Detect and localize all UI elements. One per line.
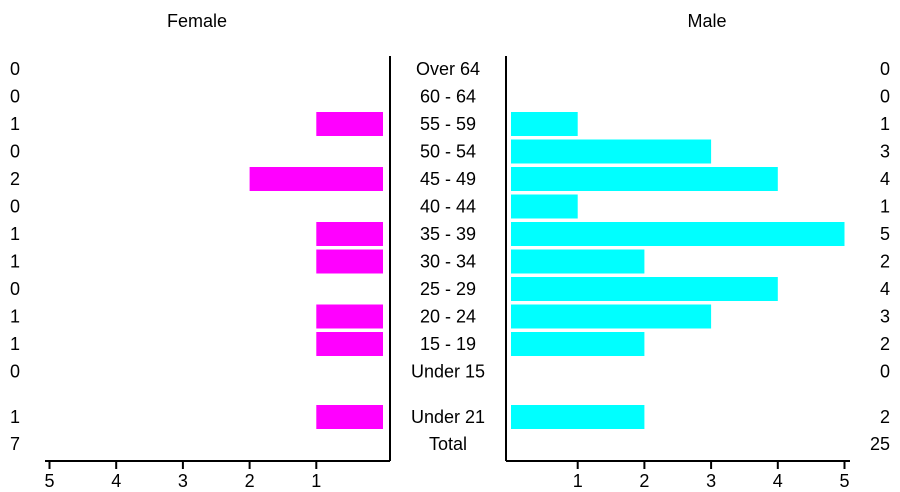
male-count-label: 3 (880, 307, 890, 327)
male-axis-tick-label: 3 (706, 471, 716, 491)
age-group-label: 40 - 44 (420, 197, 476, 217)
age-group-label: 20 - 24 (420, 307, 476, 327)
male-count-label: 1 (880, 197, 890, 217)
age-group-label: 55 - 59 (420, 114, 476, 134)
female-panel-title: Female (167, 11, 227, 31)
female-axis-tick-label: 5 (44, 471, 54, 491)
female-total-label: 7 (10, 434, 20, 454)
female-count-label: 0 (10, 362, 20, 382)
male-axis-tick-label: 5 (839, 471, 849, 491)
age-group-label: Over 64 (416, 59, 480, 79)
age-group-label: 25 - 29 (420, 279, 476, 299)
female-bars-group (249, 112, 383, 429)
male-count-label: 3 (880, 142, 890, 162)
age-group-label: 60 - 64 (420, 87, 476, 107)
age-group-label: 45 - 49 (420, 169, 476, 189)
male-bar (511, 194, 578, 219)
female-count-label: 0 (10, 279, 20, 299)
female-axis-tick-label: 2 (245, 471, 255, 491)
female-count-label: 0 (10, 87, 20, 107)
female-count-label: 2 (10, 169, 20, 189)
male-count-label: 0 (880, 87, 890, 107)
female-count-label: 0 (10, 197, 20, 217)
age-group-label: 35 - 39 (420, 224, 476, 244)
female-bar (316, 304, 383, 329)
male-total-label: 25 (870, 434, 890, 454)
male-bar (511, 112, 578, 136)
age-group-label: 30 - 34 (420, 252, 476, 272)
male-axis-tick-label: 4 (773, 471, 783, 491)
male-count-label: 1 (880, 114, 890, 134)
female-axis-tick-label: 4 (111, 471, 121, 491)
male-count-label: 4 (880, 169, 890, 189)
female-axis-tick-label: 3 (178, 471, 188, 491)
male-axis-tick-label: 1 (573, 471, 583, 491)
female-count-label: 1 (10, 224, 20, 244)
female-bar (249, 167, 383, 191)
female-count-label: 1 (10, 114, 20, 134)
female-axis-tick-label: 1 (311, 471, 321, 491)
row-labels-group: Over 64 0 0 60 - 64 0 0 55 - 59 1 1 50 - 54 0 3 45 -… (10, 59, 890, 454)
male-panel-title: Male (687, 11, 726, 31)
female-count-label: 1 (10, 307, 20, 327)
age-group-label: Under 21 (411, 407, 485, 427)
female-count-label: 1 (10, 407, 20, 427)
male-axis-tick-label: 2 (639, 471, 649, 491)
female-bar (316, 112, 383, 136)
female-count-label: 0 (10, 142, 20, 162)
male-count-label: 0 (880, 59, 890, 79)
male-bar (511, 277, 778, 301)
male-count-label: 2 (880, 334, 890, 354)
age-group-label: Under 15 (411, 362, 485, 382)
female-count-label: 1 (10, 334, 20, 354)
female-count-label: 1 (10, 252, 20, 272)
age-group-label: 50 - 54 (420, 142, 476, 162)
age-group-label: 15 - 19 (420, 334, 476, 354)
male-count-label: 0 (880, 362, 890, 382)
male-bar (511, 405, 645, 429)
male-bar (511, 139, 712, 164)
male-count-label: 5 (880, 224, 890, 244)
male-count-label: 2 (880, 407, 890, 427)
male-count-label: 2 (880, 252, 890, 272)
male-bars-group (511, 112, 845, 429)
female-bar (316, 249, 383, 274)
male-bar (511, 304, 712, 329)
female-count-label: 0 (10, 59, 20, 79)
female-bar (316, 332, 383, 356)
male-bar (511, 332, 645, 356)
male-bar (511, 222, 845, 246)
female-bar (316, 405, 383, 429)
female-bar (316, 222, 383, 246)
male-bar (511, 249, 645, 274)
axis-ticks-group: 5 4 3 2 1 1 2 3 4 5 (44, 461, 850, 491)
male-bar (511, 167, 778, 191)
male-count-label: 4 (880, 279, 890, 299)
total-label: Total (429, 434, 467, 454)
